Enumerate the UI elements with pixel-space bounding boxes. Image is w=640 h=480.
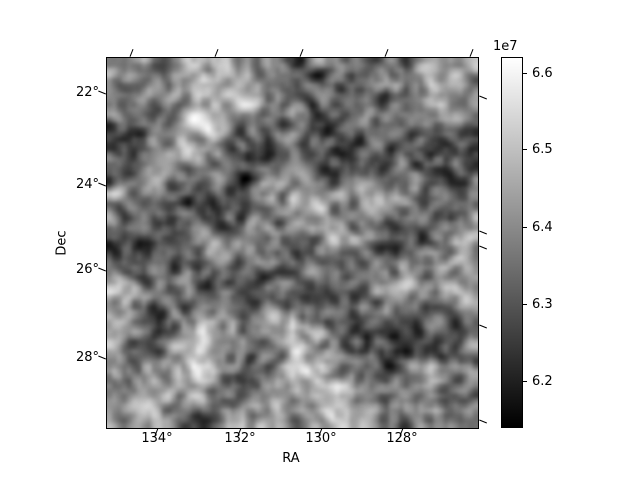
x-axis-top-tick-mark [469,49,475,57]
colorbar-tick-mark [523,304,527,306]
colorbar-tick-mark [523,227,527,229]
plot-area [106,57,479,429]
y-tick-label-26: 26° [75,262,99,277]
y-axis-tick-mark [98,182,106,188]
y-tick-label-24: 24° [75,177,99,192]
y-tick-label-22: 22° [75,85,99,100]
colorbar-tick-mark [523,73,527,75]
x-tick-label-128: 128° [386,431,418,446]
x-tick-label-134: 134° [141,431,173,446]
x-tick-label-130: 130° [305,431,337,446]
x-axis-top-tick-mark [384,49,390,57]
heatmap-image [107,58,478,428]
colorbar-tick-label-63: 6.3 [532,297,553,312]
colorbar-tick-label-66: 6.6 [532,66,553,81]
x-axis-top-tick-mark [129,49,135,57]
colorbar-tick-label-64: 6.4 [532,220,553,235]
colorbar-exponent-label: 1e7 [493,39,518,54]
x-tick-label-132: 132° [224,431,256,446]
x-axis-top-tick-mark [299,49,305,57]
y-tick-label-28: 28° [75,350,99,365]
y-axis-right-tick-mark [479,230,487,236]
colorbar [501,57,523,428]
y-axis-tick-mark [98,355,106,361]
y-axis-right-tick-mark [479,95,487,101]
x-axis-top-tick-mark [214,49,220,57]
y-axis-label: Dec [54,230,70,256]
y-axis-tick-mark [98,90,106,96]
y-axis-right-tick-mark [479,245,487,251]
colorbar-tick-label-62: 6.2 [532,374,553,389]
colorbar-tick-label-65: 6.5 [532,142,553,157]
colorbar-tick-mark [523,381,527,383]
y-axis-tick-mark [98,267,106,273]
y-axis-right-tick-mark [479,419,487,425]
x-axis-label: RA [282,451,300,466]
colorbar-tick-mark [523,149,527,151]
y-axis-right-tick-mark [479,324,487,330]
